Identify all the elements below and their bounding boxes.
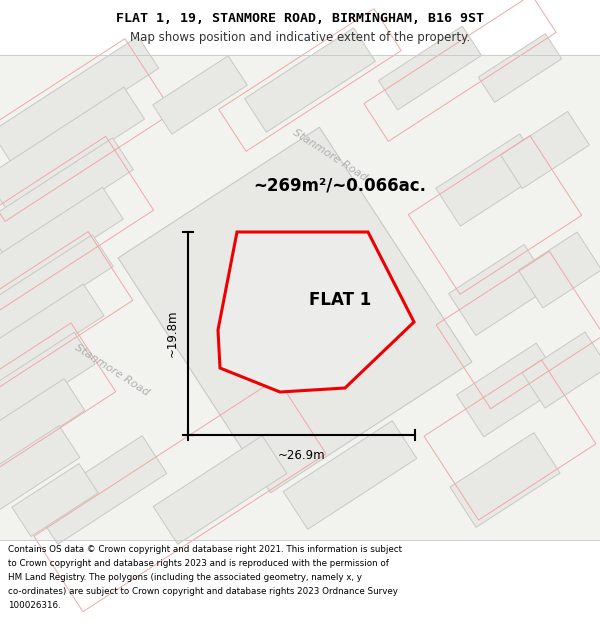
Polygon shape	[218, 232, 414, 392]
Polygon shape	[0, 87, 145, 209]
Text: co-ordinates) are subject to Crown copyright and database rights 2023 Ordnance S: co-ordinates) are subject to Crown copyr…	[8, 587, 398, 596]
Polygon shape	[33, 436, 167, 544]
Text: ~19.8m: ~19.8m	[166, 310, 179, 358]
Bar	[0, 55, 600, 540]
Text: FLAT 1, 19, STANMORE ROAD, BIRMINGHAM, B16 9ST: FLAT 1, 19, STANMORE ROAD, BIRMINGHAM, B…	[116, 11, 484, 24]
Polygon shape	[449, 244, 551, 336]
Text: Map shows position and indicative extent of the property.: Map shows position and indicative extent…	[130, 31, 470, 44]
Text: to Crown copyright and database rights 2023 and is reproduced with the permissio: to Crown copyright and database rights 2…	[8, 559, 389, 568]
Polygon shape	[245, 28, 376, 132]
Polygon shape	[118, 127, 472, 493]
Text: Stanmore Road: Stanmore Road	[291, 127, 369, 182]
Polygon shape	[153, 436, 287, 544]
Polygon shape	[0, 138, 133, 254]
Bar	[0, 0, 600, 55]
Polygon shape	[283, 421, 417, 529]
Polygon shape	[0, 379, 85, 481]
Polygon shape	[0, 36, 159, 164]
Polygon shape	[379, 26, 481, 110]
Text: Contains OS data © Crown copyright and database right 2021. This information is : Contains OS data © Crown copyright and d…	[8, 545, 402, 554]
Polygon shape	[0, 426, 80, 528]
Text: ~269m²/~0.066ac.: ~269m²/~0.066ac.	[254, 176, 427, 194]
Polygon shape	[500, 111, 589, 189]
Bar	[0, 540, 600, 625]
Text: FLAT 1: FLAT 1	[309, 291, 371, 309]
Polygon shape	[450, 432, 560, 528]
Polygon shape	[436, 134, 544, 226]
Polygon shape	[0, 284, 104, 392]
Polygon shape	[518, 232, 600, 308]
Polygon shape	[522, 332, 600, 408]
Polygon shape	[478, 34, 562, 103]
Polygon shape	[12, 464, 98, 536]
Polygon shape	[153, 56, 247, 134]
Polygon shape	[0, 188, 123, 301]
Polygon shape	[457, 343, 563, 437]
Text: ~26.9m: ~26.9m	[278, 449, 325, 462]
Text: Stanmore Road: Stanmore Road	[73, 342, 151, 398]
Polygon shape	[0, 332, 95, 437]
Text: HM Land Registry. The polygons (including the associated geometry, namely x, y: HM Land Registry. The polygons (includin…	[8, 573, 362, 582]
Polygon shape	[0, 234, 113, 346]
Text: 100026316.: 100026316.	[8, 601, 61, 610]
